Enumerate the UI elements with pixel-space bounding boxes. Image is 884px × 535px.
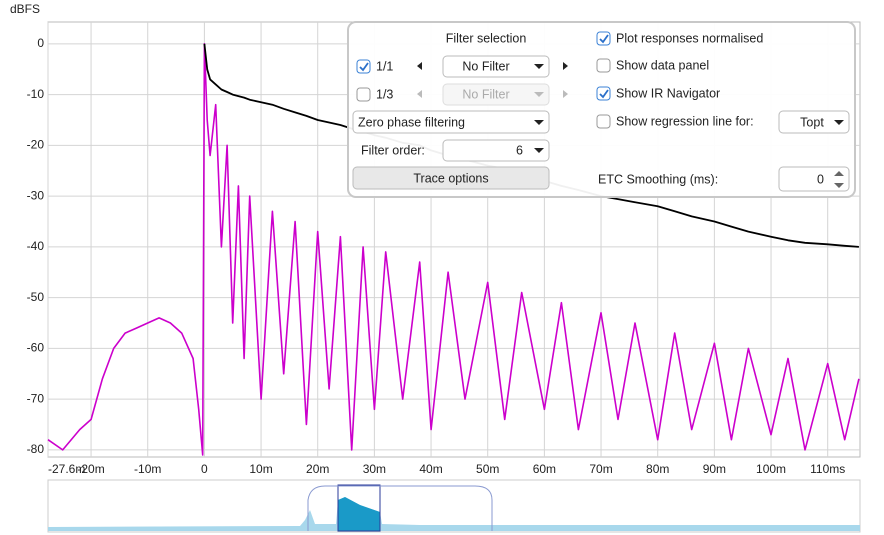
prev-arrow [417, 90, 422, 98]
y-tick-label: -20 [27, 138, 45, 152]
x-tick-label: 40m [419, 462, 442, 476]
x-tick-label: 80m [646, 462, 669, 476]
checkbox[interactable] [596, 114, 611, 129]
checkbox[interactable] [356, 59, 371, 74]
navigator-window [307, 485, 493, 531]
x-tick-label: 20m [306, 462, 329, 476]
button-label: Trace options [413, 171, 488, 185]
y-tick-label: -60 [27, 341, 45, 355]
filter-label: 1/3 [376, 87, 393, 101]
checkmark [599, 89, 609, 99]
checkbox[interactable] [356, 87, 371, 102]
navigator-wave [48, 497, 860, 531]
spinbox-value: 0 [817, 172, 824, 186]
option-label: Show regression line for: [616, 114, 754, 128]
x-tick-label: 50m [476, 462, 499, 476]
dropdown-value: Zero phase filtering [358, 115, 465, 129]
dropdown-value: 6 [516, 143, 523, 157]
option-label: Show IR Navigator [616, 86, 720, 100]
checkmark [359, 62, 369, 72]
dropdown[interactable] [352, 110, 550, 134]
y-tick-label: 0 [37, 36, 44, 50]
dropdown-arrow [534, 64, 544, 69]
x-tick-label: 110ms [810, 462, 845, 476]
dropdown[interactable] [442, 55, 550, 78]
spin-arrows[interactable] [834, 171, 844, 188]
checkbox-box [596, 31, 611, 46]
dropdown-arrow [534, 92, 544, 97]
dropdown-arrow [534, 148, 544, 153]
x-tick-label: 90m [703, 462, 726, 476]
checkbox[interactable] [596, 31, 611, 46]
checkbox[interactable] [596, 58, 611, 73]
checkmark [599, 34, 609, 44]
x-tick-label: 70m [589, 462, 612, 476]
filter-label: 1/1 [376, 59, 393, 73]
y-tick-label: -80 [27, 442, 45, 456]
options: Plot responses normalised Show data panel… [596, 31, 763, 129]
navigator-selection-wave [338, 497, 380, 531]
ir-navigator [47, 479, 861, 533]
dropdown-value: No Filter [462, 59, 509, 73]
panel-heading: Filter selection [446, 31, 527, 45]
next-arrow[interactable] [563, 62, 568, 70]
checkbox[interactable] [596, 86, 611, 101]
checkbox-box [356, 87, 371, 102]
dropdown [442, 83, 550, 106]
x-tick-label: -27.6m [48, 462, 85, 476]
y-tick-label: -50 [27, 290, 45, 304]
x-tick-label: -10m [134, 462, 161, 476]
dropdown-arrow [834, 120, 844, 125]
y-tick-label: -30 [27, 188, 45, 202]
y-axis-label: dBFS [10, 2, 40, 16]
navigator-selection[interactable] [337, 484, 381, 532]
dropdown[interactable] [778, 110, 850, 134]
x-tick-label: -20m [77, 462, 104, 476]
dropdown-value: No Filter [462, 87, 509, 101]
x-tick-label: 100m [756, 462, 786, 476]
x-tick-label: 60m [533, 462, 556, 476]
trace [47, 43, 860, 456]
y-tick-label: -40 [27, 239, 45, 253]
y-tick-label: -70 [27, 391, 45, 405]
checkbox-box [596, 114, 611, 129]
checkbox-box [596, 58, 611, 73]
spinbox[interactable] [778, 166, 850, 192]
prev-arrow[interactable] [417, 62, 422, 70]
field-label: Filter order: [361, 143, 425, 157]
navigator-frame [47, 479, 861, 533]
button[interactable] [352, 166, 550, 190]
x-tick-label: 10m [249, 462, 272, 476]
dropdown-value: Topt [800, 115, 824, 129]
field-label: ETC Smoothing (ms): [598, 172, 718, 186]
next-arrow [563, 90, 568, 98]
option-label: Plot responses normalised [616, 31, 763, 45]
x-tick-label: 0 [201, 462, 208, 476]
y-tick-label: -10 [27, 87, 45, 101]
settings-panel: Filter selection 1/1 No Filter 1/3 No Fi… [347, 21, 856, 198]
dropdown[interactable] [442, 139, 550, 162]
dropdown-arrow [534, 120, 544, 125]
x-tick-label: 30m [363, 462, 386, 476]
option-label: Show data panel [616, 58, 709, 72]
axes: 0 -10 -20 -30 -40 -50 -60 -70 -80-27.6m-20m -10m 0… [27, 36, 846, 476]
checkbox-box [356, 59, 371, 74]
checkbox-box [596, 86, 611, 101]
